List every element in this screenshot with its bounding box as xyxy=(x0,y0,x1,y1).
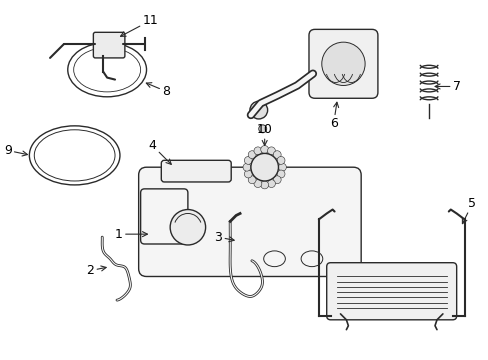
Text: 10: 10 xyxy=(256,123,272,145)
Circle shape xyxy=(277,157,285,165)
FancyBboxPatch shape xyxy=(308,30,377,98)
Text: 8: 8 xyxy=(146,83,170,98)
Circle shape xyxy=(253,147,261,155)
Circle shape xyxy=(250,153,278,181)
Text: 3: 3 xyxy=(214,231,234,244)
Circle shape xyxy=(253,180,261,188)
Circle shape xyxy=(248,151,256,159)
Circle shape xyxy=(277,170,285,178)
Text: 9: 9 xyxy=(4,144,27,157)
Circle shape xyxy=(243,163,250,171)
Circle shape xyxy=(267,180,275,188)
Circle shape xyxy=(249,101,267,119)
Circle shape xyxy=(248,176,256,184)
Circle shape xyxy=(273,176,281,184)
Text: 2: 2 xyxy=(86,264,106,277)
Circle shape xyxy=(244,170,252,178)
Circle shape xyxy=(244,157,252,165)
Text: 7: 7 xyxy=(434,80,460,93)
Circle shape xyxy=(273,151,281,159)
Text: 1: 1 xyxy=(115,228,147,240)
FancyBboxPatch shape xyxy=(139,167,361,276)
Text: 4: 4 xyxy=(148,139,171,165)
Circle shape xyxy=(258,125,266,133)
Circle shape xyxy=(170,210,205,245)
FancyBboxPatch shape xyxy=(141,189,187,244)
Circle shape xyxy=(267,147,275,155)
Circle shape xyxy=(260,181,268,189)
FancyBboxPatch shape xyxy=(93,32,124,58)
Circle shape xyxy=(278,163,286,171)
FancyBboxPatch shape xyxy=(161,160,231,182)
Circle shape xyxy=(260,145,268,153)
Text: 6: 6 xyxy=(329,102,338,130)
Ellipse shape xyxy=(321,42,365,85)
FancyBboxPatch shape xyxy=(326,263,456,320)
Text: 5: 5 xyxy=(462,197,475,224)
Text: 11: 11 xyxy=(121,14,158,36)
